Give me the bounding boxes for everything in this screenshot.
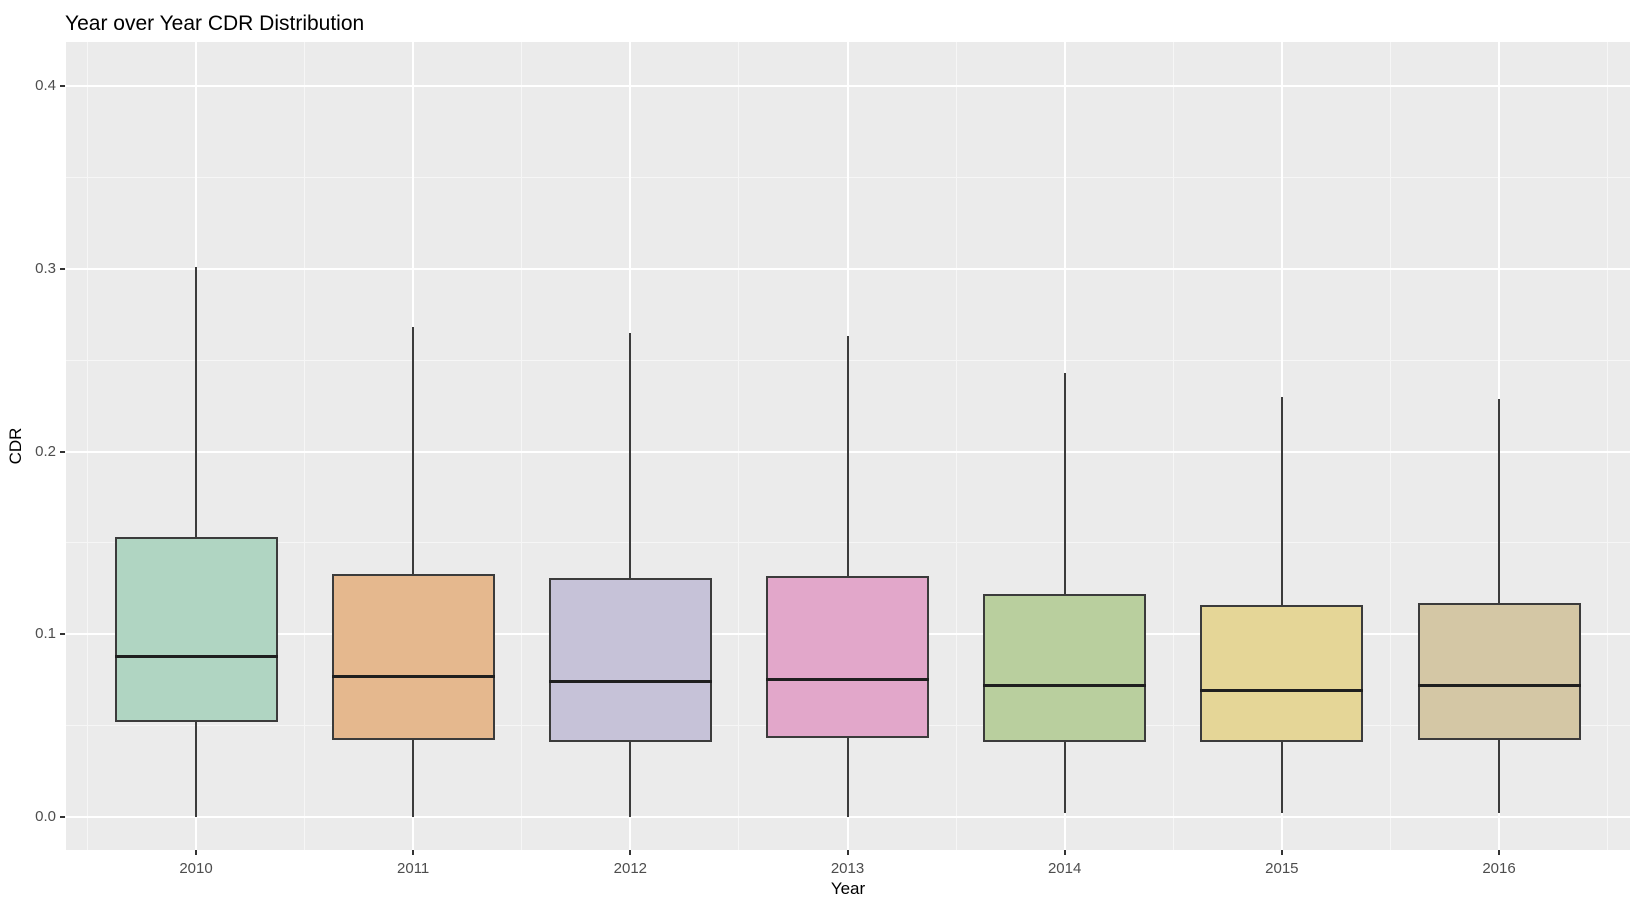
whisker-lower-2012 [629,742,632,817]
whisker-lower-2011 [412,740,415,817]
x-tick-label: 2010 [179,860,213,877]
gridline-minor-x [521,42,523,850]
whisker-lower-2014 [1063,742,1066,814]
chart-title: Year over Year CDR Distribution [65,12,365,35]
y-tick-label: 0.1 [35,625,56,643]
y-tick-label: 0.0 [35,808,56,825]
box-2015 [1200,605,1364,743]
x-tick-mark [1498,850,1500,855]
gridline-minor-x [955,42,957,850]
whisker-lower-2016 [1498,740,1500,814]
gridline-minor-x [86,42,88,850]
y-tick-mark [60,816,65,818]
x-tick-label: 2013 [830,860,865,877]
whisker-upper-2013 [846,336,849,576]
x-tick-mark [629,850,632,855]
x-tick-label: 2011 [397,860,430,877]
x-tick-label: 2016 [1482,860,1516,877]
x-tick-label: 2015 [1265,860,1299,877]
whisker-upper-2016 [1498,398,1500,604]
whisker-upper-2010 [195,266,197,538]
x-axis-title: Year [830,879,866,898]
gridline-minor-x [1389,42,1391,850]
y-tick-label: 0.2 [35,442,56,460]
x-tick-label: 2014 [1047,860,1082,877]
y-tick-label: 0.3 [35,259,56,277]
gridline-minor-x [1172,42,1174,850]
x-tick-mark [412,850,415,855]
x-tick-label: 2012 [613,860,648,877]
whisker-lower-2015 [1280,742,1283,814]
median-2013 [766,678,929,682]
whisker-lower-2010 [195,721,197,817]
box-2016 [1417,603,1581,741]
y-tick-mark [60,85,65,87]
y-tick-mark [60,450,65,453]
whisker-upper-2015 [1280,396,1283,605]
box-2010 [114,537,278,722]
gridline-minor-x [304,42,306,850]
whisker-upper-2012 [629,332,632,578]
plot-panel [66,42,1630,850]
median-2015 [1200,689,1364,693]
median-2012 [548,680,712,684]
x-tick-mark [1063,850,1066,855]
x-tick-mark [195,850,197,855]
y-tick-mark [60,633,65,636]
y-tick-mark [60,267,65,270]
whisker-upper-2014 [1063,372,1066,595]
whisker-lower-2013 [846,738,849,817]
median-2010 [114,654,278,658]
median-2016 [1417,683,1581,687]
x-tick-mark [1280,850,1283,855]
median-2014 [983,683,1147,687]
y-tick-label: 0.4 [35,77,56,94]
box-2012 [548,577,712,743]
box-2014 [983,594,1147,743]
box-2013 [766,575,929,739]
whisker-upper-2011 [412,327,415,574]
box-2011 [331,573,495,741]
x-tick-mark [846,850,849,855]
median-2011 [331,674,495,678]
gridline-minor-x [738,42,740,850]
gridline-minor-x [1607,42,1609,850]
